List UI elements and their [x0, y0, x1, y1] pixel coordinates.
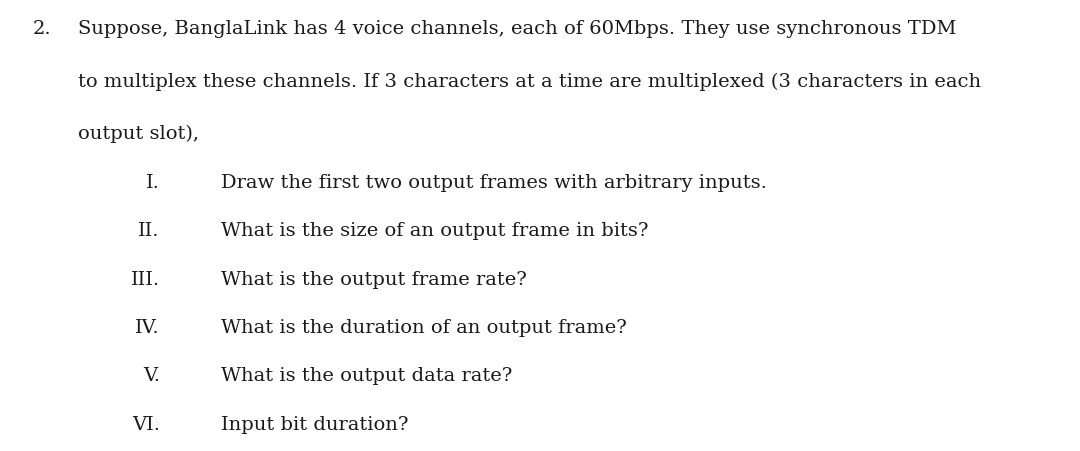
Text: What is the size of an output frame in bits?: What is the size of an output frame in b… — [221, 222, 649, 240]
Text: 2.: 2. — [32, 20, 51, 38]
Text: output slot),: output slot), — [78, 124, 199, 142]
Text: II.: II. — [138, 222, 160, 240]
Text: to multiplex these channels. If 3 characters at a time are multiplexed (3 charac: to multiplex these channels. If 3 charac… — [78, 72, 981, 90]
Text: What is the output frame rate?: What is the output frame rate? — [221, 270, 527, 288]
Text: I.: I. — [146, 174, 160, 192]
Text: IV.: IV. — [135, 318, 160, 336]
Text: Input bit duration?: Input bit duration? — [221, 415, 409, 433]
Text: VI.: VI. — [132, 415, 160, 433]
Text: Draw the first two output frames with arbitrary inputs.: Draw the first two output frames with ar… — [221, 174, 767, 192]
Text: What is the output data rate?: What is the output data rate? — [221, 367, 513, 385]
Text: Suppose, BanglaLink has 4 voice channels, each of 60Mbps. They use synchronous T: Suppose, BanglaLink has 4 voice channels… — [78, 20, 956, 38]
Text: What is the duration of an output frame?: What is the duration of an output frame? — [221, 318, 627, 336]
Text: V.: V. — [143, 367, 160, 385]
Text: III.: III. — [131, 270, 160, 288]
